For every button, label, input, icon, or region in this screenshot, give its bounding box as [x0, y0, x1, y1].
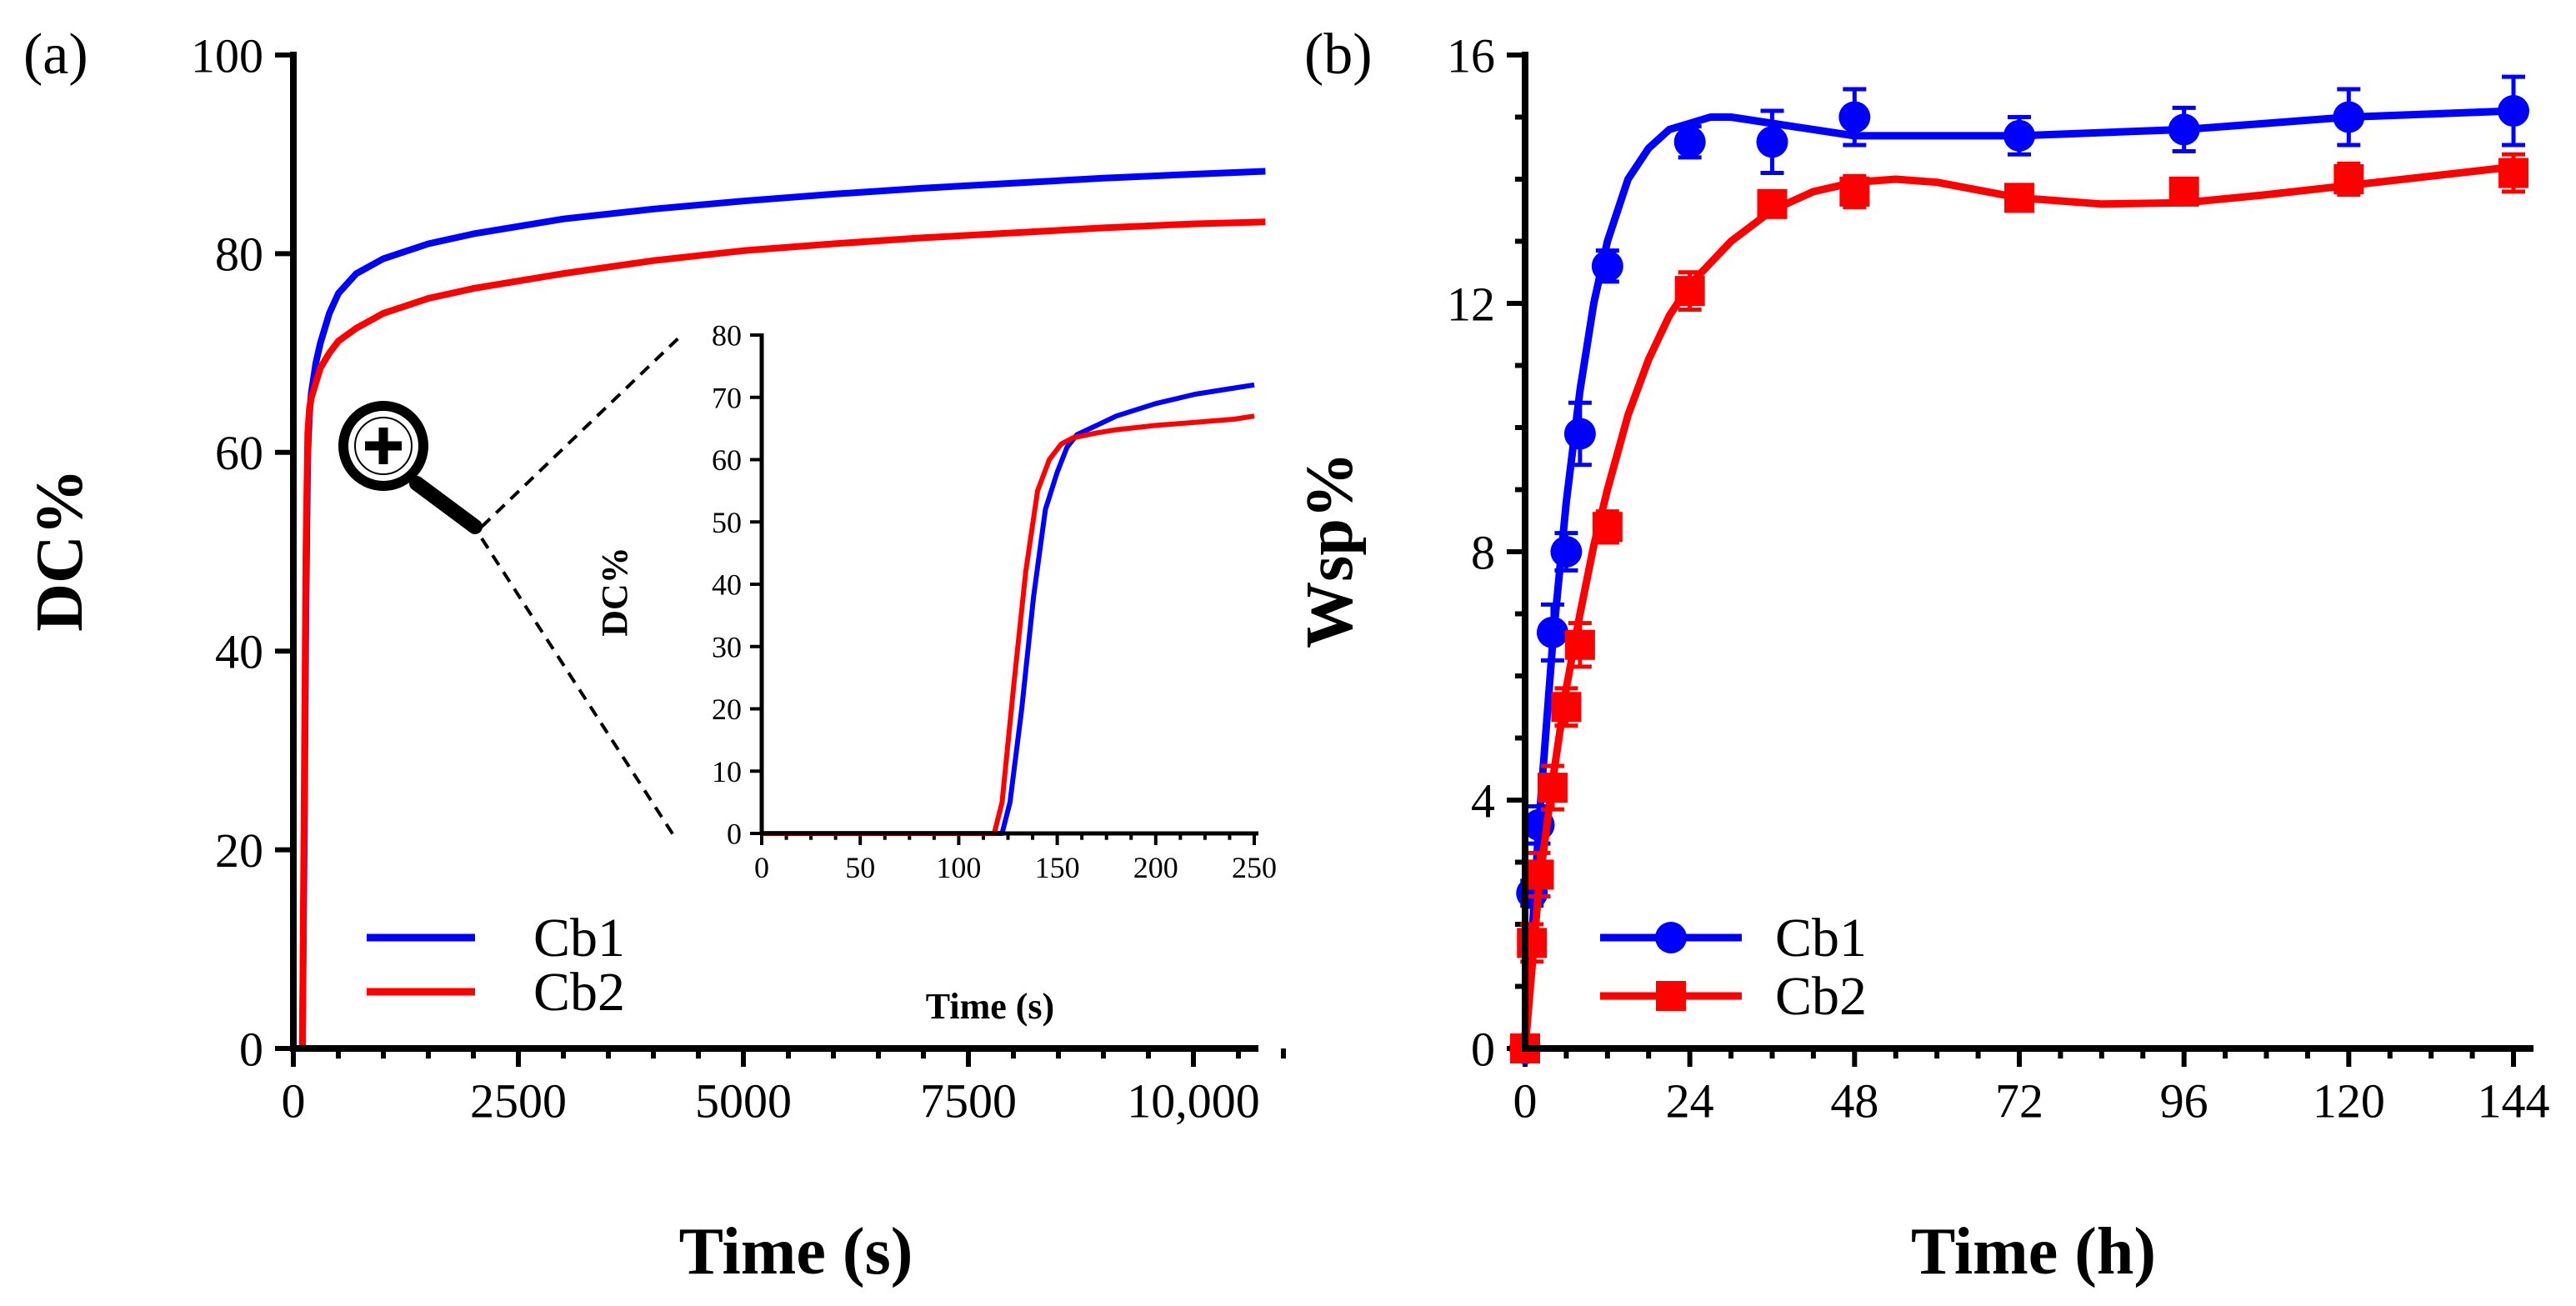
- magnifier-plus-icon: [338, 401, 483, 534]
- inset-series-cb1-line: [762, 382, 1255, 836]
- inset-x-tick-label: 0: [754, 851, 769, 884]
- panel-b-cb2-point: [2333, 164, 2364, 194]
- panel-b-y-tick-label: 0: [1471, 1022, 1495, 1076]
- panel-b-y-label: Wsp%: [1293, 452, 1367, 648]
- inset-y-tick-label: 20: [712, 693, 742, 726]
- panel-a-x-tick-label: 0: [282, 1073, 306, 1128]
- panel-b-cb1-point: [2498, 95, 2529, 128]
- panel-a-y-tick-label: 100: [191, 28, 263, 83]
- panel-a-y-label: DC%: [23, 468, 97, 632]
- panel-a-series-cb1-line: [293, 168, 1266, 1052]
- panel-a-y-tick-label: 60: [215, 426, 263, 480]
- panel-b-x-tick-label: 72: [1995, 1073, 2043, 1128]
- legend-b-cb1-marker: [1655, 922, 1687, 953]
- panel-b-cb1-point: [1673, 126, 1706, 158]
- inset-x-tick-label: 100: [936, 851, 981, 884]
- inset-x-tick-label: 150: [1035, 851, 1080, 884]
- inset-chart: DC% Time (s) 0 10 20 30 40 50 60 70 80 0 50 100 150 2…: [594, 319, 1277, 1027]
- inset-y-tick-label: 30: [712, 630, 742, 663]
- panel-b-label: (b): [1304, 23, 1373, 87]
- panel-b-cb2-point: [1592, 512, 1623, 543]
- panel-b-cb2-point: [2168, 176, 2199, 207]
- inset-y-tick-label: 0: [727, 818, 742, 851]
- panel-b-y-tick-label: 12: [1447, 277, 1495, 331]
- panel-a-x-label: Time (s): [679, 1215, 913, 1288]
- legend-a-cb2-label: Cb2: [533, 962, 625, 1023]
- panel-b-series-cb2-fit-line: [1521, 163, 2514, 1049]
- panel-a-x-tick-label: 7500: [920, 1073, 1017, 1128]
- inset-x-tick-label: 50: [845, 851, 875, 884]
- inset-series-cb2-line: [762, 413, 1255, 836]
- panel-b-cb1-point: [2003, 119, 2035, 152]
- panel-b-cb1-point: [1563, 418, 1596, 450]
- panel-a-legend: Cb1 Cb2: [367, 908, 625, 1023]
- panel-a-y-tick-label: 40: [215, 625, 263, 679]
- panel-b-cb2-point: [1551, 692, 1582, 723]
- inset-x-label: Time (s): [926, 986, 1054, 1027]
- inset-x-tick-label: 200: [1133, 851, 1178, 884]
- panel-a-series-cb2-line: [293, 218, 1266, 1052]
- panel-b-cb1-point: [2168, 113, 2200, 146]
- panel-b-y-tick-label: 16: [1447, 28, 1495, 83]
- panel-b-cb1-point: [1756, 126, 1788, 158]
- panel-b-x-label: Time (h): [1911, 1215, 2156, 1288]
- panel-a-y-tick-label: 0: [239, 1022, 263, 1076]
- inset-y-tick-label: 40: [712, 568, 742, 602]
- panel-a-y-tick-label: 20: [215, 823, 263, 878]
- panel-b-cb2-point: [1839, 176, 1870, 207]
- inset-y-tick-label: 10: [712, 755, 742, 788]
- panel-b-cb2-point: [2004, 183, 2034, 213]
- panel-b-x-tick-label: 96: [2160, 1073, 2208, 1128]
- zoom-line-bottom: [480, 537, 677, 839]
- panel-b-x-tick-label: 0: [1513, 1073, 1538, 1128]
- panel-b-x-tick-label: 48: [1830, 1073, 1878, 1128]
- panel-b-cb1-point: [2333, 101, 2365, 133]
- inset-y-label: DC%: [594, 547, 635, 637]
- legend-b-cb2-marker: [1656, 981, 1686, 1011]
- inset-y-tick-label: 70: [712, 381, 742, 414]
- panel-b-cb2-point: [1517, 928, 1548, 958]
- panel-b-cb2-point: [1757, 188, 1788, 219]
- legend-b-cb2-label: Cb2: [1775, 966, 1867, 1027]
- panel-a-x-tick-label: 10,000: [1127, 1073, 1260, 1128]
- inset-y-tick-label: 50: [712, 506, 742, 539]
- panel-b-x-tick-label: 144: [2478, 1073, 2550, 1128]
- panel-b-x-tick-label: 24: [1666, 1073, 1714, 1128]
- panel-b-cb1-point: [1591, 250, 1623, 283]
- inset-x-tick-label: 250: [1232, 851, 1277, 884]
- panel-b-x-tick-label: 120: [2313, 1073, 2385, 1128]
- inset-y-tick-label: 80: [712, 319, 742, 353]
- panel-a-x-tick-label: 2500: [470, 1073, 567, 1128]
- panel-b-cb1-point: [1838, 101, 1871, 133]
- panel-b-y-tick-label: 8: [1471, 525, 1495, 579]
- legend-a-cb1-label: Cb1: [533, 908, 625, 968]
- panel-a-y-tick-label: 80: [215, 228, 263, 282]
- panel-b-cb1-point: [1536, 616, 1568, 648]
- panel-b-cb2-point: [2498, 158, 2528, 188]
- panel-a-label: (a): [23, 23, 88, 87]
- panel-b-cb1-point: [1550, 536, 1583, 568]
- panel-b-cb2-point: [1564, 629, 1595, 660]
- panel-b-legend: Cb1 Cb2: [1600, 908, 1867, 1027]
- inset-y-tick-label: 60: [712, 443, 742, 477]
- panel-b-cb2-point: [1537, 773, 1568, 803]
- zoom-line-top: [480, 332, 685, 528]
- panel-b-y-tick-label: 4: [1471, 773, 1495, 828]
- panel-b-cb2-point: [1523, 859, 1554, 890]
- panel-b-cb2-point: [1674, 276, 1705, 307]
- legend-b-cb1-label: Cb1: [1775, 908, 1867, 968]
- panel-a-x-tick-label: 5000: [695, 1073, 792, 1128]
- panel-b-series-cb1-fit-line: [1521, 107, 2514, 1049]
